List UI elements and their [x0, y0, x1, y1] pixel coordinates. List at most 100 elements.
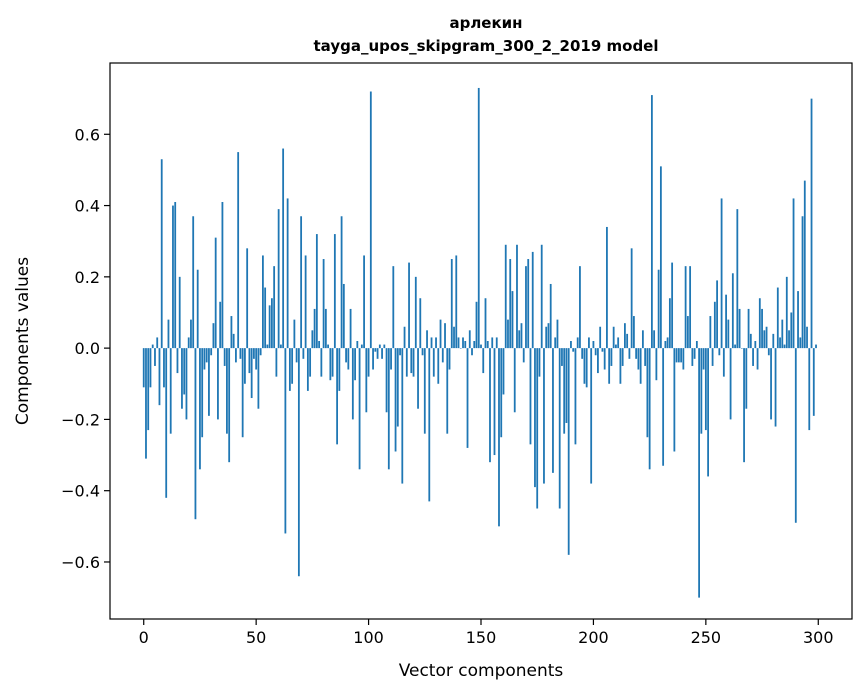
bar-240: [682, 348, 685, 370]
bar-90: [345, 348, 347, 363]
bar-283: [779, 337, 781, 349]
bar-275: [761, 308, 763, 349]
bar-269: [747, 308, 750, 349]
x-tick-label-250: 250: [691, 628, 722, 647]
bar-7: [158, 348, 161, 406]
bar-114: [399, 348, 401, 356]
bar-155: [491, 337, 494, 349]
bar-265: [738, 308, 741, 349]
bar-258: [722, 348, 725, 377]
bar-171: [527, 259, 530, 349]
bar-273: [756, 348, 759, 370]
bar-20: [187, 337, 190, 349]
bar-157: [495, 337, 498, 349]
x-tick-label-100: 100: [353, 628, 384, 647]
bar-56: [268, 305, 271, 349]
bar-92: [349, 308, 352, 349]
bar-179: [545, 326, 548, 349]
bar-81: [324, 308, 327, 349]
bar-176: [538, 348, 541, 377]
bar-69: [297, 348, 300, 577]
bar-250: [704, 348, 707, 431]
bar-84: [331, 348, 334, 377]
bar-128: [430, 337, 433, 349]
bar-198: [588, 337, 590, 349]
bar-237: [675, 348, 678, 363]
bar-252: [709, 316, 712, 349]
bar-91: [347, 348, 350, 370]
bar-57: [270, 298, 273, 349]
bar-73: [306, 348, 309, 391]
bar-107: [383, 344, 386, 349]
bar-233: [666, 337, 669, 349]
bar-22: [192, 216, 195, 349]
bar-61: [279, 344, 282, 349]
bar-24: [196, 269, 199, 349]
bar-111: [392, 266, 395, 349]
bar-133: [441, 348, 444, 363]
bar-123: [419, 298, 422, 349]
bar-115: [401, 348, 404, 484]
bar-217: [630, 248, 633, 349]
bar-138: [453, 326, 455, 349]
bar-255: [716, 280, 718, 349]
bar-96: [358, 348, 361, 470]
bar-82: [327, 344, 329, 349]
bar-167: [518, 330, 521, 349]
bar-45: [244, 348, 246, 384]
bar-256: [718, 348, 721, 356]
bar-165: [513, 348, 516, 413]
bar-158: [498, 348, 500, 527]
bar-80: [322, 259, 325, 349]
bar-88: [340, 216, 343, 349]
bar-109: [387, 348, 390, 470]
bar-229: [657, 269, 660, 349]
bar-257: [720, 198, 723, 349]
bar-297: [810, 98, 813, 349]
bar-23: [194, 348, 197, 520]
bar-154: [489, 348, 491, 463]
bar-260: [727, 319, 730, 349]
bar-119: [410, 348, 413, 374]
x-tick-label-300: 300: [803, 628, 834, 647]
bar-104: [376, 348, 379, 359]
bar-286: [785, 276, 788, 349]
bar-53: [262, 255, 264, 349]
bar-134: [444, 323, 446, 349]
y-tick-label-5: 0.4: [75, 197, 100, 216]
bar-146: [471, 348, 473, 356]
bar-223: [644, 348, 647, 366]
bar-99: [365, 348, 368, 413]
bar-50: [255, 348, 258, 370]
bar-227: [653, 330, 656, 349]
bar-241: [684, 266, 687, 349]
bar-9: [163, 348, 165, 388]
bar-36: [223, 348, 226, 366]
bar-216: [628, 348, 631, 359]
bar-279: [770, 348, 772, 420]
bar-67: [293, 319, 296, 349]
bar-253: [711, 348, 714, 366]
bar-63: [284, 348, 287, 534]
bar-249: [702, 348, 705, 370]
bar-70: [300, 216, 303, 349]
bar-113: [396, 348, 399, 427]
bar-41: [235, 348, 237, 363]
bar-248: [700, 348, 703, 434]
bar-287: [788, 330, 790, 349]
bar-204: [601, 348, 604, 352]
bar-93: [351, 348, 354, 420]
bar-18: [183, 348, 186, 395]
bar-16: [178, 276, 181, 349]
bar-267: [743, 348, 745, 463]
bar-150: [480, 344, 482, 349]
bar-28: [205, 348, 208, 363]
bar-29: [208, 348, 210, 416]
bar-274: [758, 298, 761, 349]
bar-35: [221, 202, 224, 349]
bar-143: [464, 341, 467, 349]
bar-192: [574, 348, 577, 445]
bar-62: [282, 148, 285, 349]
